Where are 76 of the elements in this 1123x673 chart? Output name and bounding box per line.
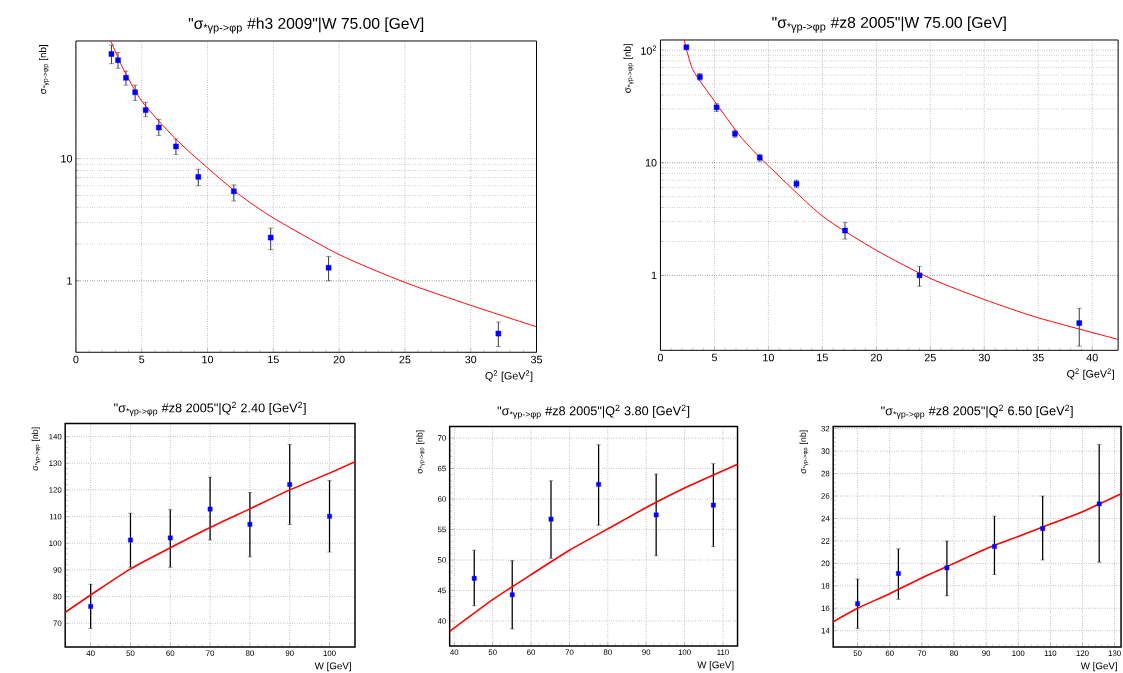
x-axis-title: Q$^{2}$ [GeV$^{2}$]	[1067, 368, 1114, 380]
y-axis-title: σ$_{*γp->φp}$ [nb]	[31, 427, 41, 471]
y-axis-title: σ$_{*γp->φp}$ [nb]	[623, 43, 634, 93]
point	[944, 565, 950, 571]
chart-title: "σ$_{*γp->φp}$ #z8 2005"|W 75.00 [GeV]	[772, 16, 1006, 33]
line-series	[65, 460, 355, 613]
point	[207, 506, 213, 512]
x-tick-label: 35	[1032, 353, 1044, 362]
x-tick-label: 15	[268, 355, 279, 364]
x-axis-title: W [GeV]	[314, 661, 351, 672]
point	[548, 516, 554, 522]
point	[471, 575, 477, 581]
point	[115, 57, 121, 63]
y-axis-title: σ$_{*γp->φp}$ [nb]	[39, 44, 50, 94]
point	[231, 188, 237, 194]
x-tick-label: 40	[1086, 353, 1098, 362]
line-series	[833, 492, 1122, 623]
point	[325, 264, 332, 271]
x-tick-label: 25	[399, 355, 411, 364]
x-tick-label: 0	[657, 353, 664, 362]
x-tick-label: 20	[333, 355, 345, 364]
chart-title: "σ$_{*γp->φp}$ #z8 2005"|Q$^{2}$ 2.40 [GeV$^{2}$]	[114, 401, 306, 416]
point	[142, 107, 149, 113]
point	[327, 513, 332, 519]
point	[509, 592, 515, 597]
point	[1040, 526, 1046, 531]
x-axis-title: W [GeV]	[1080, 661, 1117, 672]
x-tick-label: 30	[978, 353, 990, 362]
point	[128, 537, 133, 543]
point	[195, 173, 202, 180]
x-tick-label: 5	[139, 355, 145, 364]
x-tick-label: 15	[817, 353, 828, 362]
point	[855, 601, 860, 606]
x-tick-label: 0	[73, 355, 79, 364]
y-axis-title: σ$_{*γp->φp}$ [nb]	[416, 430, 425, 474]
chart-title: "σ$_{*γp->φp}$ #z8 2005"|Q$^{2}$ 3.80 [GeV$^{2}$]	[497, 404, 690, 419]
point	[123, 74, 129, 81]
line-series	[110, 40, 537, 328]
point	[916, 272, 923, 278]
y-tick-label: 1	[67, 276, 72, 285]
y-axis-title: σ$_{*γp->φp}$ [nb]	[799, 430, 809, 474]
point	[683, 44, 690, 50]
chart-title: "σ$_{*γp->φp}$ #h3 2009"|W 75.00 [GeV]	[188, 17, 424, 34]
point	[88, 603, 94, 609]
point	[287, 482, 293, 487]
point	[711, 502, 716, 508]
x-tick-label: 30	[465, 355, 477, 364]
point	[495, 330, 502, 337]
line-series	[683, 39, 1119, 340]
point	[653, 512, 659, 518]
y-tick-label: 10$^{2}$	[641, 45, 657, 55]
point	[896, 570, 901, 576]
x-tick-label: 35	[530, 355, 543, 364]
x-tick-label: 20	[870, 353, 882, 362]
point	[992, 544, 997, 549]
point	[842, 227, 848, 234]
point	[156, 124, 162, 131]
point	[167, 535, 173, 541]
x-axis-title: Q$^{2}$ [GeV$^{2}$]	[485, 370, 533, 382]
point	[108, 51, 115, 57]
x-tick-label: 25	[924, 353, 936, 362]
chart-title: "σ$_{*γp->φp}$ #z8 2005"|Q$^{2}$ 6.50 [GeV$^{2}$]	[881, 404, 1073, 419]
x-tick-label: 10	[763, 353, 774, 362]
x-tick-label: 5	[711, 353, 717, 362]
point	[1076, 320, 1082, 326]
y-tick-label: 10	[645, 158, 657, 167]
point	[596, 481, 601, 487]
line-series	[449, 463, 738, 632]
y-tick-label: 1	[651, 271, 657, 279]
x-axis-title: W [GeV]	[697, 661, 734, 671]
point	[247, 521, 253, 527]
point	[173, 143, 179, 150]
x-tick-label: 10	[202, 355, 214, 364]
point	[267, 234, 274, 241]
point	[1096, 501, 1102, 507]
point	[132, 89, 138, 95]
